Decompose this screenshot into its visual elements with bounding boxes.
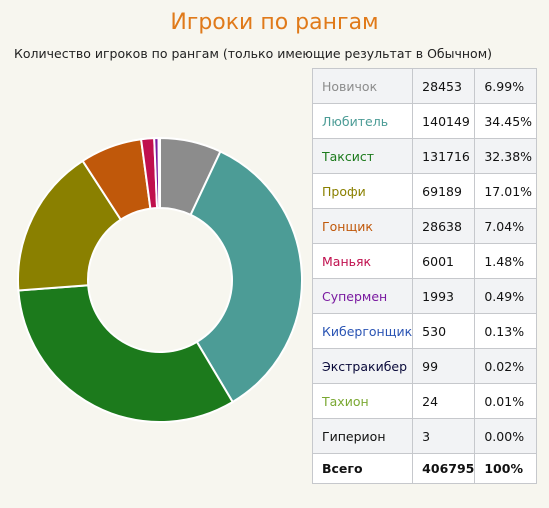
rank-name: Супермен xyxy=(311,278,414,314)
rank-percent: 0.49% xyxy=(474,278,538,314)
table-row: Новичок 28453 6.99% xyxy=(311,68,538,104)
rank-percent: 1.48% xyxy=(474,243,538,279)
donut-chart xyxy=(17,136,303,423)
rank-percent: 7.04% xyxy=(474,208,538,244)
rank-name: Экстракибер xyxy=(311,348,414,384)
rank-percent: 17.01% xyxy=(474,173,538,209)
rank-count: 6001 xyxy=(412,243,476,279)
rank-name: Любитель xyxy=(311,103,414,139)
donut-slice-3 xyxy=(17,284,235,423)
table-row: Любитель 140149 34.45% xyxy=(311,103,538,139)
rank-count: 28638 xyxy=(412,208,476,244)
chart-subtitle: Количество игроков по рангам (только име… xyxy=(14,46,493,61)
rank-count: 99 xyxy=(412,348,476,384)
total-percent: 100% xyxy=(474,453,538,484)
table-row: Профи 69189 17.01% xyxy=(311,173,538,209)
rank-count: 140149 xyxy=(412,103,476,139)
rank-name: Гиперион xyxy=(311,418,414,454)
total-label: Всего xyxy=(311,453,414,484)
rank-count: 3 xyxy=(412,418,476,454)
rank-percent: 32.38% xyxy=(474,138,538,174)
rank-count: 1993 xyxy=(412,278,476,314)
rank-count: 28453 xyxy=(412,68,476,104)
rank-percent: 6.99% xyxy=(474,68,538,104)
rank-count: 131716 xyxy=(412,138,476,174)
rank-name: Профи xyxy=(311,173,414,209)
table-row: Гиперион 3 0.00% xyxy=(311,418,538,454)
rank-percent: 0.01% xyxy=(474,383,538,419)
donut-slice-2 xyxy=(189,150,303,404)
rank-name: Маньяк xyxy=(311,243,414,279)
table-row: Таксист 131716 32.38% xyxy=(311,138,538,174)
rank-percent: 0.02% xyxy=(474,348,538,384)
total-count: 406795 xyxy=(412,453,476,484)
rank-count: 24 xyxy=(412,383,476,419)
rank-name: Новичок xyxy=(311,68,414,104)
table-total-row: Всего 406795 100% xyxy=(311,453,538,484)
rank-percent: 34.45% xyxy=(474,103,538,139)
rank-name: Тахион xyxy=(311,383,414,419)
table-row: Кибергонщик 530 0.13% xyxy=(311,313,538,349)
rank-name: Таксист xyxy=(311,138,414,174)
rank-percent: 0.13% xyxy=(474,313,538,349)
rank-percent: 0.00% xyxy=(474,418,538,454)
table-row: Гонщик 28638 7.04% xyxy=(311,208,538,244)
table-row: Тахион 24 0.01% xyxy=(311,383,538,419)
rank-table: Новичок 28453 6.99% Любитель 140149 34.45% Так… xyxy=(311,68,538,484)
rank-count: 530 xyxy=(412,313,476,349)
rank-name: Кибергонщик xyxy=(311,313,414,349)
rank-name: Гонщик xyxy=(311,208,414,244)
chart-title: Игроки по рангам xyxy=(170,10,379,35)
table-row: Супермен 1993 0.49% xyxy=(311,278,538,314)
table-row: Маньяк 6001 1.48% xyxy=(311,243,538,279)
table-row: Экстракибер 99 0.02% xyxy=(311,348,538,384)
donut-slice-4 xyxy=(17,159,123,292)
rank-count: 69189 xyxy=(412,173,476,209)
